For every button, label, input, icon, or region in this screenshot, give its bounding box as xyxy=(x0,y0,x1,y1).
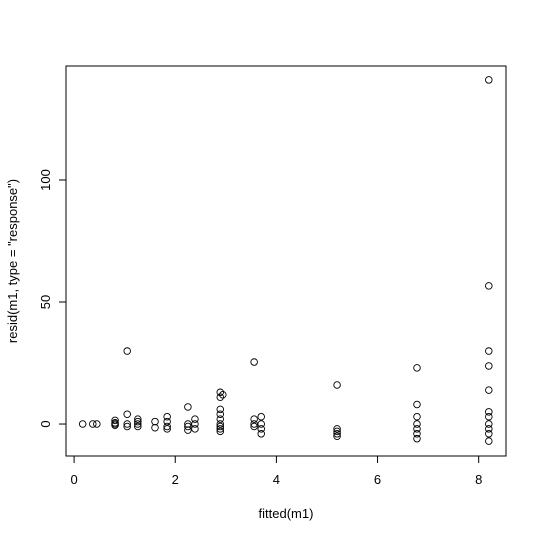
point xyxy=(485,430,493,438)
point xyxy=(216,393,225,401)
point xyxy=(123,347,131,355)
point xyxy=(485,437,493,445)
point xyxy=(163,417,171,426)
point xyxy=(250,358,258,366)
point xyxy=(413,400,421,409)
point xyxy=(216,388,225,397)
point xyxy=(413,364,421,372)
y-tick-label: 0 xyxy=(38,420,53,427)
point xyxy=(151,423,159,432)
point xyxy=(163,425,171,433)
point xyxy=(250,420,258,428)
point xyxy=(216,415,225,423)
point xyxy=(257,425,265,433)
point xyxy=(485,76,493,84)
x-tick-label: 6 xyxy=(374,472,381,487)
point xyxy=(333,430,341,438)
point xyxy=(134,420,142,428)
point xyxy=(184,420,192,428)
point xyxy=(191,415,199,423)
point xyxy=(123,410,131,419)
point xyxy=(184,403,192,411)
point xyxy=(134,422,142,431)
point xyxy=(413,425,421,433)
point xyxy=(485,412,493,421)
point xyxy=(333,381,341,389)
point xyxy=(134,417,142,426)
point xyxy=(257,420,265,428)
y-tick-label: 50 xyxy=(38,295,53,309)
point xyxy=(250,422,258,431)
point xyxy=(163,422,171,431)
point xyxy=(413,412,421,421)
point xyxy=(485,347,493,355)
point xyxy=(216,425,225,433)
point xyxy=(184,422,192,431)
point xyxy=(111,421,119,429)
point xyxy=(333,425,341,433)
point xyxy=(123,420,131,428)
point xyxy=(485,408,493,416)
point xyxy=(333,427,341,436)
point xyxy=(216,420,225,428)
point xyxy=(216,410,225,419)
point xyxy=(250,415,258,423)
x-tick-label: 8 xyxy=(475,472,482,487)
point xyxy=(485,420,493,428)
point xyxy=(216,405,225,414)
plot-box xyxy=(65,65,507,457)
point xyxy=(184,426,192,434)
x-tick-label: 0 xyxy=(70,472,77,487)
x-tick-label: 2 xyxy=(172,472,179,487)
point xyxy=(485,282,493,290)
point xyxy=(191,425,199,433)
y-axis-label: resid(m1, type = "response") xyxy=(5,179,20,343)
x-axis-label: fitted(m1) xyxy=(259,506,314,521)
point xyxy=(151,417,159,426)
point xyxy=(123,422,131,431)
point xyxy=(219,390,227,399)
point xyxy=(134,415,142,423)
point xyxy=(89,420,97,428)
point xyxy=(216,427,225,436)
y-tick-label: 100 xyxy=(38,169,53,191)
point xyxy=(413,420,421,428)
x-tick-label: 4 xyxy=(273,472,280,487)
point xyxy=(485,386,493,394)
point xyxy=(191,420,199,428)
point xyxy=(111,416,119,425)
point xyxy=(413,434,421,443)
point xyxy=(93,420,101,428)
point xyxy=(216,422,225,431)
point xyxy=(257,430,265,438)
point xyxy=(78,420,87,428)
point xyxy=(333,432,341,440)
point xyxy=(163,412,171,421)
point xyxy=(485,425,493,433)
point xyxy=(257,412,265,421)
point xyxy=(485,362,493,370)
point xyxy=(413,430,421,438)
